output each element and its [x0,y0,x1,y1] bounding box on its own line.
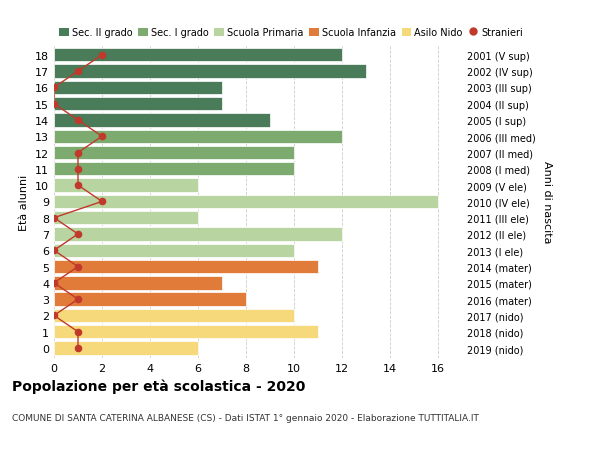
Point [73,296,83,303]
Point [49,84,59,92]
Point [73,117,83,124]
Y-axis label: Età alunni: Età alunni [19,174,29,230]
Point [49,280,59,287]
Bar [54,212,198,225]
Bar [54,98,222,111]
Point [73,345,83,352]
Point [73,182,83,190]
Bar [54,293,246,306]
Point [49,214,59,222]
Y-axis label: Anni di nascita: Anni di nascita [542,161,552,243]
Bar [54,244,294,257]
Bar [54,277,222,290]
Bar [54,65,366,78]
Point [49,247,59,254]
Bar [54,163,294,176]
Bar [54,179,198,192]
Point [97,133,107,140]
Point [73,150,83,157]
Point [73,231,83,238]
Legend: Sec. II grado, Sec. I grado, Scuola Primaria, Scuola Infanzia, Asilo Nido, Stran: Sec. II grado, Sec. I grado, Scuola Prim… [59,28,523,38]
Text: COMUNE DI SANTA CATERINA ALBANESE (CS) - Dati ISTAT 1° gennaio 2020 - Elaborazio: COMUNE DI SANTA CATERINA ALBANESE (CS) -… [12,413,479,422]
Point [73,68,83,76]
Bar [54,82,222,95]
Bar [54,260,318,274]
Bar [54,49,342,62]
Bar [54,228,342,241]
Text: Popolazione per età scolastica - 2020: Popolazione per età scolastica - 2020 [12,379,305,393]
Bar [54,130,342,144]
Point [97,52,107,59]
Point [49,312,59,319]
Point [73,328,83,336]
Point [49,101,59,108]
Bar [54,309,294,322]
Bar [54,195,438,209]
Point [97,198,107,206]
Bar [54,114,270,127]
Point [73,166,83,173]
Bar [54,341,198,355]
Bar [54,146,294,160]
Bar [54,325,318,339]
Point [73,263,83,271]
